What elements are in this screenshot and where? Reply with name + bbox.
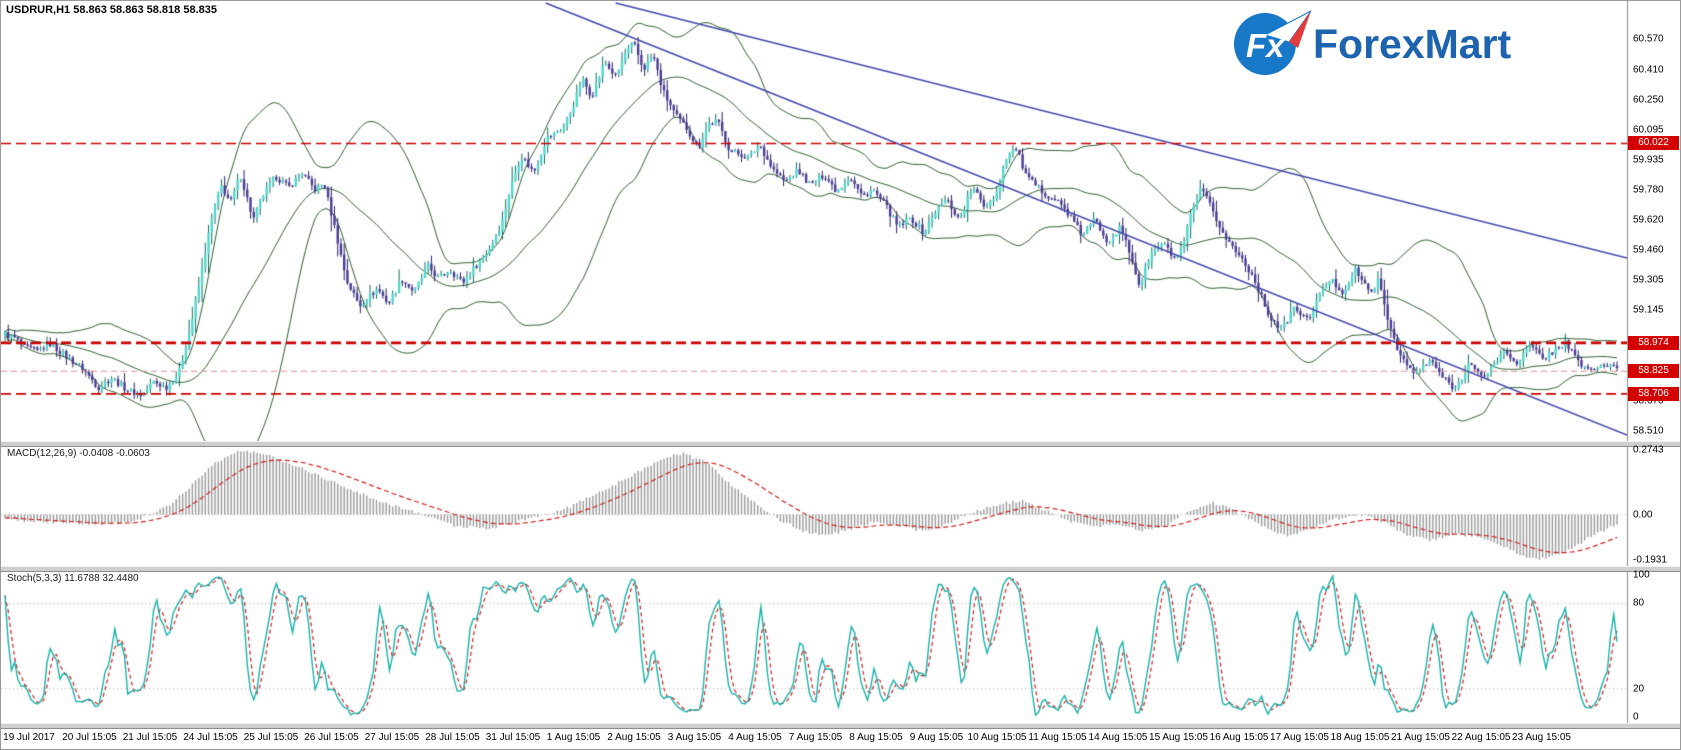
time-label: 28 Jul 15:05 xyxy=(425,732,480,743)
time-label: 26 Jul 15:05 xyxy=(304,732,359,743)
time-label: 21 Aug 15:05 xyxy=(1391,732,1450,743)
time-label: 17 Aug 15:05 xyxy=(1270,732,1329,743)
time-label: 19 Jul 2017 xyxy=(3,732,55,743)
time-label: 2 Aug 15:05 xyxy=(607,732,661,743)
price-tick: 59.460 xyxy=(1633,244,1664,256)
macd-tick: 0.00 xyxy=(1633,509,1653,521)
time-label: 20 Jul 15:05 xyxy=(62,732,117,743)
symbol-ohlc-title: USDRUR,H1 58.863 58.863 58.818 58.835 xyxy=(6,4,217,16)
price-tick: 59.145 xyxy=(1633,304,1664,316)
stoch-tick: 80 xyxy=(1633,597,1645,609)
time-label: 15 Aug 15:05 xyxy=(1149,732,1208,743)
stoch-tick: 0 xyxy=(1633,711,1639,723)
stoch-indicator-label: Stoch(5,3,3) 11.6788 32.4480 xyxy=(7,573,139,584)
macd-tick: -0.1931 xyxy=(1633,554,1667,566)
panel-divider-main-macd[interactable] xyxy=(1,441,1680,447)
time-label: 18 Aug 15:05 xyxy=(1330,732,1390,743)
stoch-tick: 100 xyxy=(1633,569,1650,581)
price-tick: 59.620 xyxy=(1633,214,1664,226)
price-level-flag: 58.974 xyxy=(1628,335,1679,350)
panel-divider-stoch-timeaxis[interactable] xyxy=(1,723,1680,729)
price-tick: 60.570 xyxy=(1633,33,1664,45)
price-tick: 59.780 xyxy=(1633,184,1664,195)
time-label: 21 Jul 15:05 xyxy=(122,732,178,743)
time-label: 22 Aug 15:05 xyxy=(1451,732,1511,743)
time-label: 27 Jul 15:05 xyxy=(364,732,420,743)
logo-name-text: ForexMart xyxy=(1313,21,1512,67)
price-tick: 59.305 xyxy=(1633,274,1664,286)
time-label: 8 Aug 15:05 xyxy=(849,732,903,743)
time-label: 3 Aug 15:05 xyxy=(667,732,722,743)
stoch-tick: 20 xyxy=(1633,683,1645,695)
time-label: 7 Aug 15:05 xyxy=(788,732,843,743)
price-tick: 58.510 xyxy=(1633,425,1664,437)
time-label: 24 Jul 15:05 xyxy=(183,732,238,743)
forexmart-logo-svg: Fx ForexMart xyxy=(1234,10,1512,75)
logo-fx-text: Fx xyxy=(1246,27,1286,64)
price-tick: 59.935 xyxy=(1633,154,1664,166)
time-label: 31 Jul 15:05 xyxy=(485,732,541,743)
paper-plane-accent xyxy=(1289,11,1311,48)
time-label: 10 Aug 15:05 xyxy=(967,732,1027,743)
time-label: 9 Aug 15:05 xyxy=(909,732,964,743)
price-level-flag: 58.706 xyxy=(1628,386,1679,401)
time-label: 11 Aug 15:05 xyxy=(1028,732,1087,743)
time-label: 14 Aug 15:05 xyxy=(1088,732,1148,743)
time-label: 1 Aug 15:05 xyxy=(546,732,601,743)
price-tick: 60.095 xyxy=(1633,124,1664,136)
time-label: 16 Aug 15:05 xyxy=(1209,732,1269,743)
price-level-flag: 58.825 xyxy=(1628,364,1679,379)
price-tick: 60.410 xyxy=(1633,64,1664,76)
price-level-flag: 60.022 xyxy=(1628,136,1679,151)
forexmart-logo: Fx ForexMart xyxy=(1229,5,1549,84)
time-label: 25 Jul 15:05 xyxy=(243,732,299,743)
time-label: 4 Aug 15:05 xyxy=(728,732,782,743)
panel-divider-macd-stoch[interactable] xyxy=(1,566,1680,572)
macd-indicator-label: MACD(12,26,9) -0.0408 -0.0603 xyxy=(7,448,150,459)
price-tick: 60.250 xyxy=(1633,94,1664,106)
macd-tick: 0.2743 xyxy=(1633,444,1664,456)
time-label: 23 Aug 15:05 xyxy=(1512,732,1571,743)
